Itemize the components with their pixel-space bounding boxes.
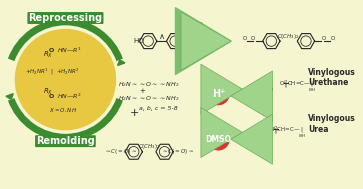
Text: O: O [197,22,203,27]
Text: H⁺: H⁺ [212,89,225,99]
Text: Vinylogous
Urethane: Vinylogous Urethane [308,68,356,87]
Text: Vinylogous
Urea: Vinylogous Urea [308,114,356,134]
Text: Remolding: Remolding [36,136,95,146]
Text: $\bf{O}$  $HN$—$R^2$: $\bf{O}$ $HN$—$R^2$ [48,91,82,101]
Text: O: O [331,36,335,41]
Text: $\sim C(=O)\sim$: $\sim C(=O)\sim$ [104,147,137,156]
FancyBboxPatch shape [0,2,351,187]
Text: $C(CH_3)_2$: $C(CH_3)_2$ [277,32,300,41]
FancyArrowPatch shape [201,108,242,157]
Text: +: + [130,108,139,118]
Polygon shape [118,60,125,66]
FancyArrowPatch shape [201,64,242,114]
Text: $+ H_2NR^1$  $|$  $+ H_2NR^2$: $+ H_2NR^1$ $|$ $+ H_2NR^2$ [25,67,80,77]
FancyArrowPatch shape [175,8,231,74]
Text: $X=O, NH$: $X=O, NH$ [49,107,77,114]
FancyArrowPatch shape [181,12,231,70]
Text: $C(CH_3)_2$: $C(CH_3)_2$ [138,143,160,151]
Text: DMSO: DMSO [205,135,231,144]
Circle shape [208,83,229,105]
Text: Reprocessing: Reprocessing [28,13,102,23]
Text: O: O [251,36,255,41]
Text: $H_2N\sim\sim O\sim\sim NH_2$: $H_2N\sim\sim O\sim\sim NH_2$ [118,80,180,89]
Polygon shape [6,94,13,99]
Text: $\wedge$: $\wedge$ [158,32,165,41]
Text: $\sim C(=O)\sim$: $\sim C(=O)\sim$ [162,147,195,156]
Circle shape [15,29,115,130]
Text: ⊕: ⊕ [196,22,204,32]
Text: $\bf{O}$  $HN$—$R^1$: $\bf{O}$ $HN$—$R^1$ [48,46,82,55]
FancyArrowPatch shape [231,114,273,164]
Text: OH: OH [179,38,190,44]
FancyBboxPatch shape [123,5,347,184]
FancyArrowPatch shape [231,71,273,121]
Text: a, b, c = 5-8: a, b, c = 5-8 [139,106,178,111]
Text: +: + [140,88,148,94]
Circle shape [208,129,229,150]
Text: O: O [322,36,326,41]
Text: O: O [242,36,246,41]
Text: $H_2N\sim\sim O\sim\sim NH_2$: $H_2N\sim\sim O\sim\sim NH_2$ [118,94,180,103]
Text: $R_X$: $R_X$ [43,87,53,97]
Text: HN$\frac{O}{\|}$CH=C—$\underset{NH}{|}$: HN$\frac{O}{\|}$CH=C—$\underset{NH}{|}$ [265,125,306,140]
Text: O$\frac{O}{\|}$CH=C—$\underset{NH}{|}$: O$\frac{O}{\|}$CH=C—$\underset{NH}{|}$ [279,78,317,94]
Text: $R_X$: $R_X$ [43,50,53,60]
Text: HO: HO [133,38,144,44]
